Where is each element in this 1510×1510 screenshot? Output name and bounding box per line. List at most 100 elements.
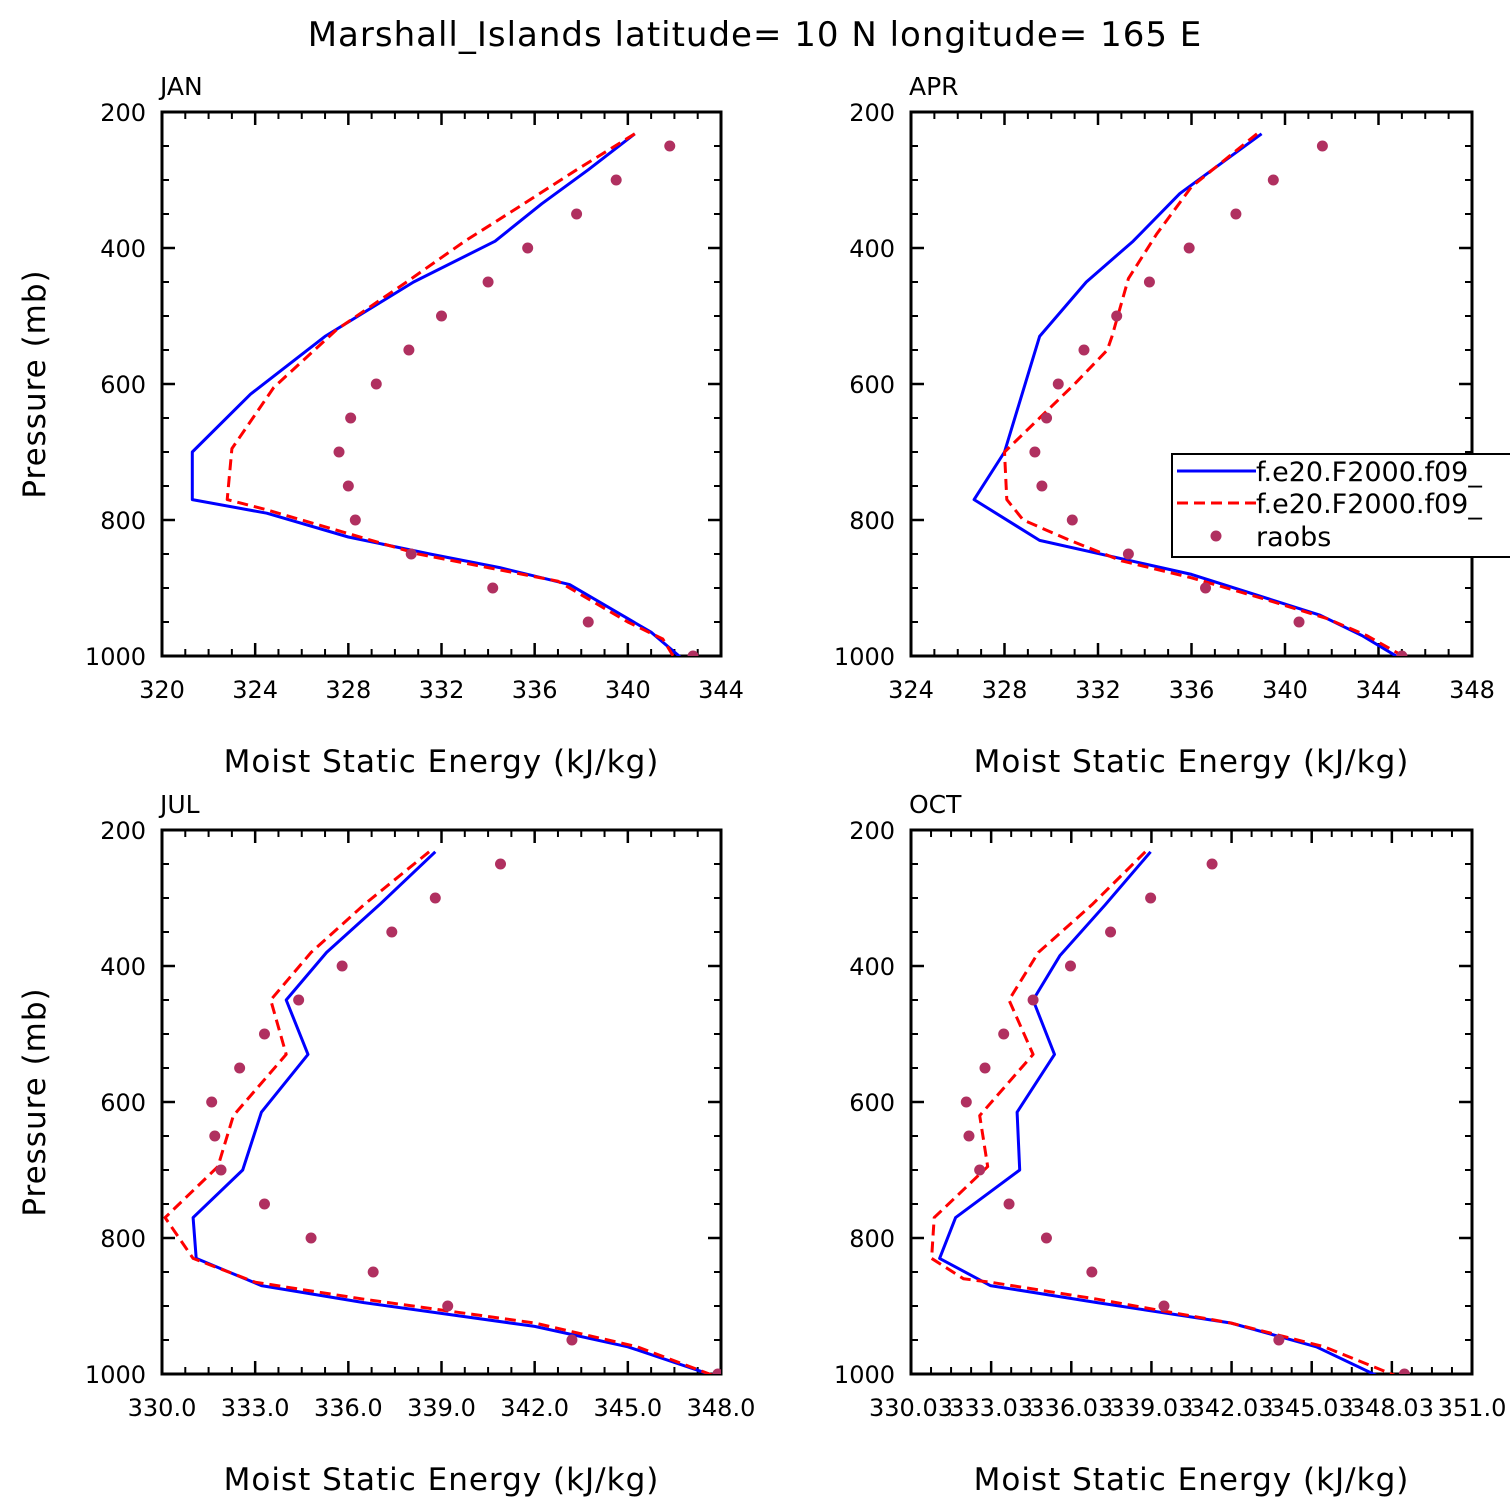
panels: JAN 320 324 328 332 336 340 344 200 400 600 800 1000… (17, 72, 1510, 1498)
raobs-point (345, 412, 357, 424)
x-tick-label: 339.0 (407, 1394, 476, 1422)
raobs-point (370, 378, 382, 390)
raobs-point (305, 1232, 317, 1244)
x-tick-label: 330.0 (128, 1394, 197, 1422)
raobs-point (336, 960, 348, 972)
raobs-point (1041, 412, 1053, 424)
y-tick-label: 1000 (85, 643, 146, 671)
y-tick-label: 600 (849, 371, 895, 399)
raobs-point (1029, 446, 1041, 458)
y-tick-label: 1000 (834, 643, 895, 671)
raobs-point (687, 650, 699, 656)
raobs-point (1066, 514, 1078, 526)
raobs-point (333, 446, 345, 458)
x-tick-label: 333.0 (221, 1394, 290, 1422)
raobs-point (998, 1028, 1010, 1040)
figure-title: Marshall_Islands latitude= 10 N longitud… (308, 15, 1203, 55)
raobs-point (367, 1266, 379, 1278)
legend-label: f.e20.F2000.f09_ (1256, 457, 1482, 488)
x-axis-label: Moist Static Energy (kJ/kg) (974, 744, 1410, 780)
x-tick-label: 348.0 (687, 1394, 756, 1422)
raobs-point (1316, 140, 1328, 152)
raobs-point (1064, 960, 1076, 972)
raobs-point (582, 616, 594, 628)
panel-label: JUL (158, 790, 200, 819)
series-group (190, 132, 699, 656)
raobs-point (436, 310, 447, 322)
x-tick-label: 345.03 (1270, 1394, 1354, 1422)
x-tick-label: 328 (982, 676, 1028, 704)
series-group (163, 850, 721, 1374)
model-line-dashed (163, 850, 714, 1374)
y-tick-label: 400 (100, 235, 146, 263)
x-tick-label: 351.0 (1438, 1394, 1507, 1422)
x-tick-label: 336 (1169, 676, 1215, 704)
y-tick-label: 200 (849, 817, 895, 845)
legend-label: raobs (1256, 522, 1331, 553)
raobs-point (482, 276, 494, 288)
x-tick-label: 324 (888, 676, 934, 704)
raobs-point (487, 582, 499, 594)
x-tick-label: 340 (1262, 676, 1308, 704)
raobs-point (1086, 1266, 1098, 1278)
raobs-point (1036, 480, 1048, 492)
raobs-point (1200, 582, 1212, 594)
raobs-point (1122, 548, 1134, 560)
model-line-solid (938, 850, 1377, 1374)
series-group (930, 850, 1410, 1374)
x-tick-label: 340 (605, 676, 651, 704)
legend-marker-raobs (1210, 530, 1222, 542)
x-tick-label: 333.03 (949, 1394, 1033, 1422)
raobs-point (1230, 208, 1242, 220)
raobs-point (664, 140, 676, 152)
y-tick-label: 600 (100, 1089, 146, 1117)
raobs-point (1003, 1198, 1015, 1210)
y-tick-label: 600 (100, 371, 146, 399)
raobs-point (522, 242, 534, 254)
raobs-point (206, 1096, 218, 1108)
raobs-point (1273, 1334, 1285, 1346)
x-tick-label: 336.0 (314, 1394, 383, 1422)
raobs-point (1078, 344, 1090, 356)
raobs-point (258, 1028, 270, 1040)
raobs-point (571, 208, 583, 220)
y-tick-label: 200 (100, 817, 146, 845)
x-tick-label: 339.03 (1109, 1394, 1193, 1422)
model-line-dashed (1003, 132, 1407, 656)
raobs-point (234, 1062, 246, 1074)
raobs-point (258, 1198, 270, 1210)
x-tick-label: 342.0 (500, 1394, 569, 1422)
x-tick-label: 345.0 (593, 1394, 662, 1422)
x-tick-label: 332 (419, 676, 465, 704)
model-line-solid (191, 850, 714, 1374)
x-tick-label: 342.03 (1190, 1394, 1274, 1422)
raobs-point (1267, 174, 1279, 186)
chart-panel-jul: JUL 330.0 333.0 336.0 339.0 342.0 345.0 348.0 20… (17, 790, 755, 1498)
chart-panel-apr: APR 324 328 332 336 340 344 348 200 400 600 800 1000… (834, 72, 1495, 780)
raobs-point (215, 1164, 227, 1176)
raobs-point (1111, 310, 1123, 322)
raobs-point (1398, 1368, 1410, 1374)
y-tick-label: 400 (849, 953, 895, 981)
raobs-point (1027, 994, 1039, 1006)
model-line-dashed (930, 850, 1396, 1374)
model-line-solid (190, 132, 682, 656)
raobs-point (960, 1096, 972, 1108)
panel-label: APR (909, 72, 959, 101)
y-tick-label: 400 (849, 235, 895, 263)
legend-label: f.e20.F2000.f09_ (1256, 489, 1482, 520)
raobs-point (429, 892, 441, 904)
raobs-point (566, 1334, 578, 1346)
chart-panel-jan: JAN 320 324 328 332 336 340 344 200 400 600 800 1000… (17, 72, 744, 780)
raobs-point (1183, 242, 1195, 254)
x-axis-label: Moist Static Energy (kJ/kg) (224, 744, 660, 780)
raobs-point (712, 1368, 721, 1374)
x-axis-label: Moist Static Energy (kJ/kg) (974, 1462, 1410, 1498)
raobs-point (1105, 926, 1117, 938)
raobs-point (1158, 1300, 1170, 1312)
x-tick-label: 344 (1356, 676, 1402, 704)
y-tick-label: 800 (100, 507, 146, 535)
y-tick-label: 800 (849, 507, 895, 535)
x-tick-label: 320 (139, 676, 185, 704)
